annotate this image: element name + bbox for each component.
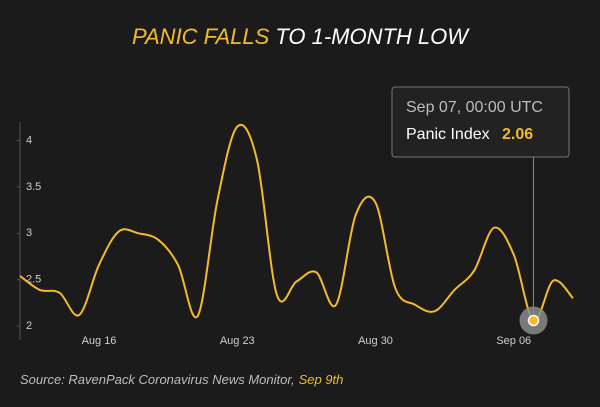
title-highlight: PANIC FALLS	[132, 24, 270, 49]
title-rest: TO 1-MONTH LOW	[275, 24, 470, 49]
y-tick-label: 3	[26, 227, 32, 239]
line	[19, 124, 574, 322]
x-tick-label: Aug 16	[82, 335, 117, 347]
y-tick-label: 3.5	[26, 181, 41, 193]
source-text: Source: RavenPack Coronavirus News Monit…	[20, 372, 295, 387]
highlight-point	[527, 314, 540, 327]
x-tick-label: Aug 23	[220, 335, 255, 347]
y-tick-label: 4	[26, 134, 32, 146]
x-tick-label: Sep 06	[496, 335, 531, 347]
tooltip-value: 2.06	[502, 126, 533, 143]
tooltip-series: Panic Index	[406, 126, 490, 143]
x-tick-label: Aug 30	[358, 335, 393, 347]
source-date: Sep 9th	[299, 372, 344, 387]
plot: 2 2.5 3 3.5 4 Aug 16 Aug 23 Aug 30 Sep 06 Sep 07,…	[17, 86, 574, 347]
tooltip-date: Sep 07, 00:00 UTC	[406, 99, 543, 116]
source: Source: RavenPack Coronavirus News Monit…	[20, 372, 343, 387]
tooltip-box	[391, 86, 570, 158]
y-tick-label: 2	[26, 320, 32, 332]
y-tick-label: 2.5	[26, 274, 41, 286]
chart-title: PANIC FALLS TO 1-MONTH LOW	[132, 24, 470, 49]
